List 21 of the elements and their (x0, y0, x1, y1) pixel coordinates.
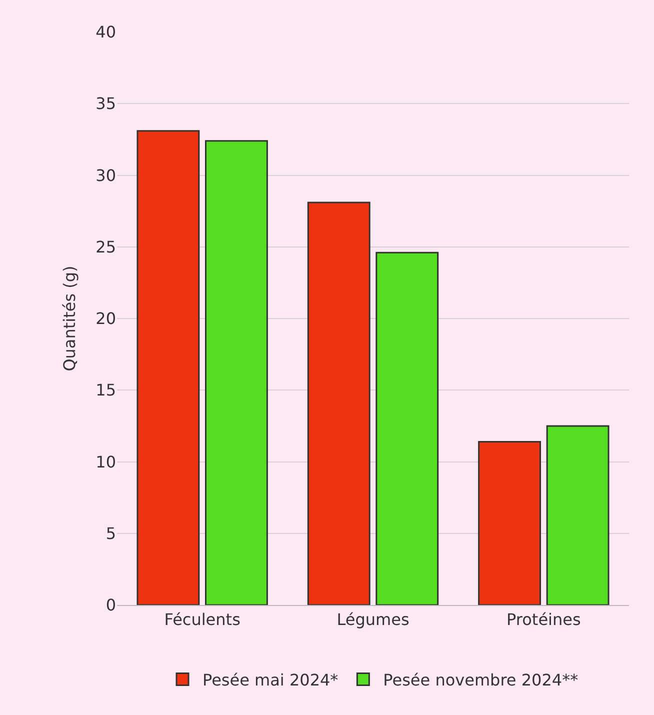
y-tick-label: 15 (96, 380, 116, 400)
legend-label: Pesée mai 2024* (202, 670, 338, 690)
x-tick-label: Légumes (336, 610, 410, 630)
y-tick-label: 20 (96, 309, 116, 328)
bar (205, 140, 268, 605)
bar (307, 202, 370, 605)
y-tick-label: 40 (96, 22, 116, 42)
bar (546, 425, 610, 605)
y-tick-label: 0 (106, 596, 116, 615)
y-tick-label: 25 (96, 237, 116, 256)
y-tick-label: 30 (96, 166, 116, 185)
x-tick-label: Protéines (506, 610, 581, 630)
x-tick-label: Féculents (164, 610, 240, 630)
bar (478, 440, 541, 605)
bar (136, 130, 200, 605)
legend-label: Pesée novembre 2024** (383, 670, 578, 690)
y-tick-label: 10 (96, 452, 116, 472)
y-tick-label: 35 (96, 94, 116, 114)
bar (376, 252, 439, 605)
y-axis-title: Quantités (g) (60, 266, 79, 372)
y-tick-label: 5 (106, 524, 116, 543)
